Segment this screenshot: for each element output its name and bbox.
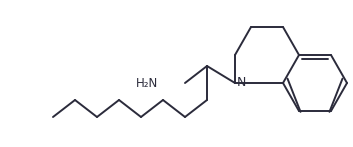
Text: H₂N: H₂N: [136, 76, 158, 90]
Text: N: N: [237, 76, 246, 88]
